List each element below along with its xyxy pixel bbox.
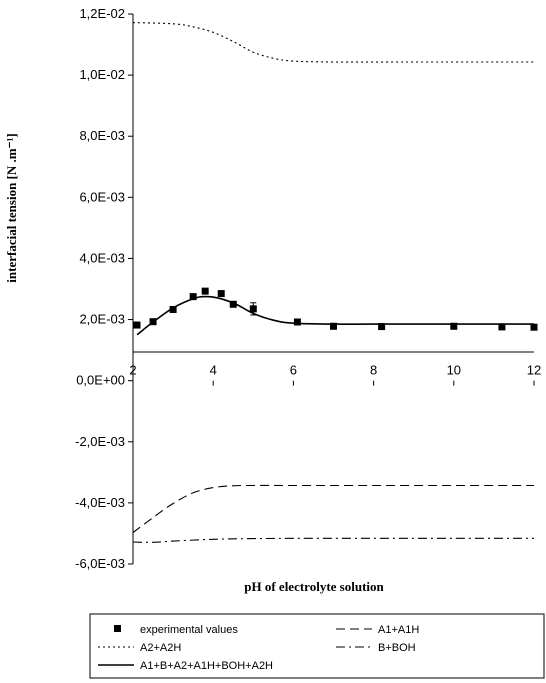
y-tick-label: -2,0E-03	[75, 434, 125, 449]
legend: experimental values A1+A1H A2+A2H B+BOH A1+B…	[98, 624, 419, 672]
y-tick-label: 2,0E-03	[79, 312, 125, 327]
series-line-a1-a1h	[132, 484, 534, 533]
legend-experimental-values-label: experimental values	[140, 624, 238, 636]
y-tick-label: 1,0E-02	[79, 67, 125, 82]
y-tick-label: -4,0E-03	[75, 495, 125, 510]
y-tick-label: 4,0E-03	[79, 250, 125, 265]
x-axis-title: pH of electrolyte solution	[244, 579, 384, 594]
y-tick-label: 8,0E-03	[79, 128, 125, 143]
x-tick-label: 4	[210, 363, 217, 378]
data-point-marker	[217, 290, 225, 298]
y-axis-title: interfacial tension [N .m⁻¹]	[4, 133, 19, 282]
data-point-marker	[450, 322, 458, 330]
data-point-marker	[189, 293, 197, 301]
data-point-marker	[378, 323, 386, 331]
data-point-marker	[169, 305, 177, 313]
y-axis-ticks: 1,2E-02 1,0E-02 8,0E-03 6,0E-03 4,0E-03 2,0E-…	[75, 6, 133, 571]
legend-a2-a2h-label: A2+A2H	[140, 642, 181, 654]
data-point-marker	[133, 321, 141, 329]
data-point-marker	[249, 305, 257, 313]
legend-experimental-values-swatch	[114, 625, 121, 632]
legend-b-boh-label: B+BOH	[378, 642, 416, 654]
legend-a1-a1h-label: A1+A1H	[378, 624, 419, 636]
y-tick-label: 1,2E-02	[79, 6, 125, 21]
x-tick-label: 6	[290, 363, 297, 378]
series-line-a2-a2h	[132, 22, 534, 63]
data-point-marker	[330, 322, 337, 330]
experimental-markers	[133, 287, 538, 331]
y-tick-label: -6,0E-03	[75, 556, 125, 571]
x-tick-label: 12	[527, 363, 541, 378]
data-point-marker	[498, 323, 506, 331]
x-tick-label: 8	[370, 363, 377, 378]
data-point-marker	[293, 318, 301, 326]
x-axis-ticks: 2 4 6 8 10 12	[129, 363, 541, 386]
y-tick-label: 0,0E+00	[76, 373, 125, 388]
legend-a1-b-a2-a1h-boh-a2h-label: A1+B+A2+A1H+BOH+A2H	[140, 660, 273, 672]
y-tick-label: 6,0E-03	[79, 189, 125, 204]
x-tick-label: 10	[447, 363, 461, 378]
series-lines	[132, 22, 534, 543]
data-point-marker	[530, 323, 538, 331]
data-point-marker	[201, 287, 209, 295]
legend-box	[89, 613, 545, 679]
data-point-marker	[149, 318, 157, 326]
x-tick-label: 2	[129, 363, 136, 378]
data-point-marker	[229, 300, 237, 308]
series-line-b-boh	[132, 537, 534, 543]
